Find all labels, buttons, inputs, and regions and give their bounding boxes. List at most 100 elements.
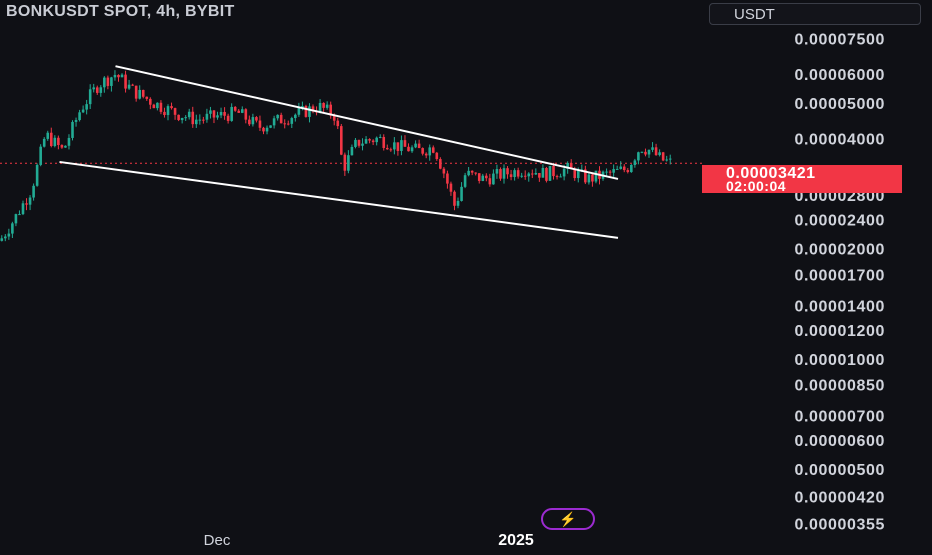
- candle-body: [615, 168, 619, 170]
- candle-body: [347, 155, 350, 171]
- candle-body: [53, 137, 57, 147]
- candle-body: [612, 169, 615, 173]
- candle-body: [566, 163, 569, 169]
- candle-body: [605, 171, 608, 173]
- candle-body: [414, 143, 417, 148]
- candle-body: [18, 214, 21, 216]
- candle-body: [520, 175, 523, 177]
- candle-body: [318, 102, 322, 112]
- candle-body: [495, 169, 499, 174]
- candle-body: [60, 145, 64, 148]
- candle-body: [644, 151, 647, 155]
- candle-body: [301, 105, 304, 109]
- y-tick-label: 0.00002000: [794, 242, 885, 259]
- candle-body: [336, 120, 340, 127]
- candle-body: [322, 102, 325, 108]
- candle-body: [626, 170, 630, 173]
- candle-body: [255, 117, 258, 121]
- candle-body: [248, 119, 251, 125]
- candle-body: [138, 89, 142, 99]
- y-tick-label: 0.00000500: [794, 462, 885, 479]
- candle-body: [276, 114, 279, 119]
- candle-body: [417, 143, 421, 149]
- candle-body: [194, 119, 198, 125]
- tradingview-logo-icon[interactable]: ⚡: [541, 508, 595, 530]
- candle-body: [251, 117, 255, 125]
- candle-body: [587, 174, 591, 183]
- candle-body: [39, 146, 42, 165]
- candle-body: [279, 114, 283, 124]
- candle-body: [661, 152, 665, 161]
- candle-body: [368, 139, 371, 141]
- candle-body: [145, 96, 149, 99]
- candle-body: [442, 168, 446, 174]
- candle-body: [166, 106, 170, 116]
- candle-body: [131, 84, 134, 86]
- candle-body: [633, 160, 637, 165]
- candle-body: [187, 111, 191, 118]
- y-tick-label: 0.00005000: [794, 96, 885, 113]
- candle-body: [290, 118, 294, 124]
- candle-body: [117, 74, 120, 78]
- y-tick-label: 0.00000600: [794, 433, 885, 450]
- candle-body: [594, 170, 598, 182]
- currency-selector[interactable]: USDT: [709, 3, 921, 25]
- candle-body: [654, 147, 658, 156]
- candle-body: [152, 104, 156, 109]
- candle-body: [364, 139, 368, 144]
- candle-body: [456, 200, 460, 206]
- candle-body: [134, 85, 138, 99]
- candle-body: [460, 186, 463, 201]
- candle-body: [534, 173, 538, 175]
- candle-body: [230, 106, 233, 121]
- candle-body: [584, 169, 587, 183]
- candle-body: [424, 153, 428, 156]
- candle-body: [113, 74, 117, 78]
- candle-body: [530, 173, 534, 175]
- candle-body: [262, 127, 265, 132]
- candle-body: [99, 87, 103, 93]
- candle-body: [382, 136, 386, 148]
- candle-body: [393, 142, 396, 150]
- candle-body: [223, 111, 226, 116]
- candle-body: [141, 89, 145, 97]
- candle-body: [127, 84, 131, 89]
- candle-body: [488, 178, 492, 185]
- candle-body: [509, 174, 513, 178]
- candle-body: [658, 152, 661, 156]
- candle-body: [25, 203, 28, 205]
- candle-body: [28, 197, 32, 205]
- candle-body: [71, 121, 74, 138]
- candle-body: [308, 106, 311, 117]
- candle-body: [191, 111, 195, 125]
- candle-body: [343, 154, 347, 171]
- candle-body: [541, 167, 545, 178]
- candle-body: [294, 114, 297, 119]
- candle-body: [428, 147, 432, 156]
- candle-body: [569, 163, 573, 169]
- candle-body: [608, 171, 612, 173]
- candle-body: [467, 170, 470, 176]
- candle-body: [120, 74, 124, 78]
- candle-body: [439, 159, 442, 169]
- last-price-value: 0.00003421: [726, 165, 816, 182]
- candle-body: [668, 158, 672, 160]
- candle-body: [184, 117, 187, 119]
- candle-body: [407, 146, 410, 152]
- candle-body: [559, 176, 562, 178]
- candle-body: [265, 127, 269, 132]
- candle-body: [576, 170, 580, 179]
- candle-body: [665, 159, 668, 161]
- currency-label: USDT: [734, 6, 775, 23]
- candle-body: [272, 118, 276, 126]
- candle-body: [371, 140, 375, 143]
- candle-body: [513, 170, 516, 178]
- candle-body: [110, 77, 113, 86]
- candle-body: [485, 175, 488, 179]
- candle-body: [237, 110, 241, 113]
- candle-body: [74, 120, 78, 122]
- candle-body: [4, 236, 7, 239]
- candle-body: [651, 147, 654, 150]
